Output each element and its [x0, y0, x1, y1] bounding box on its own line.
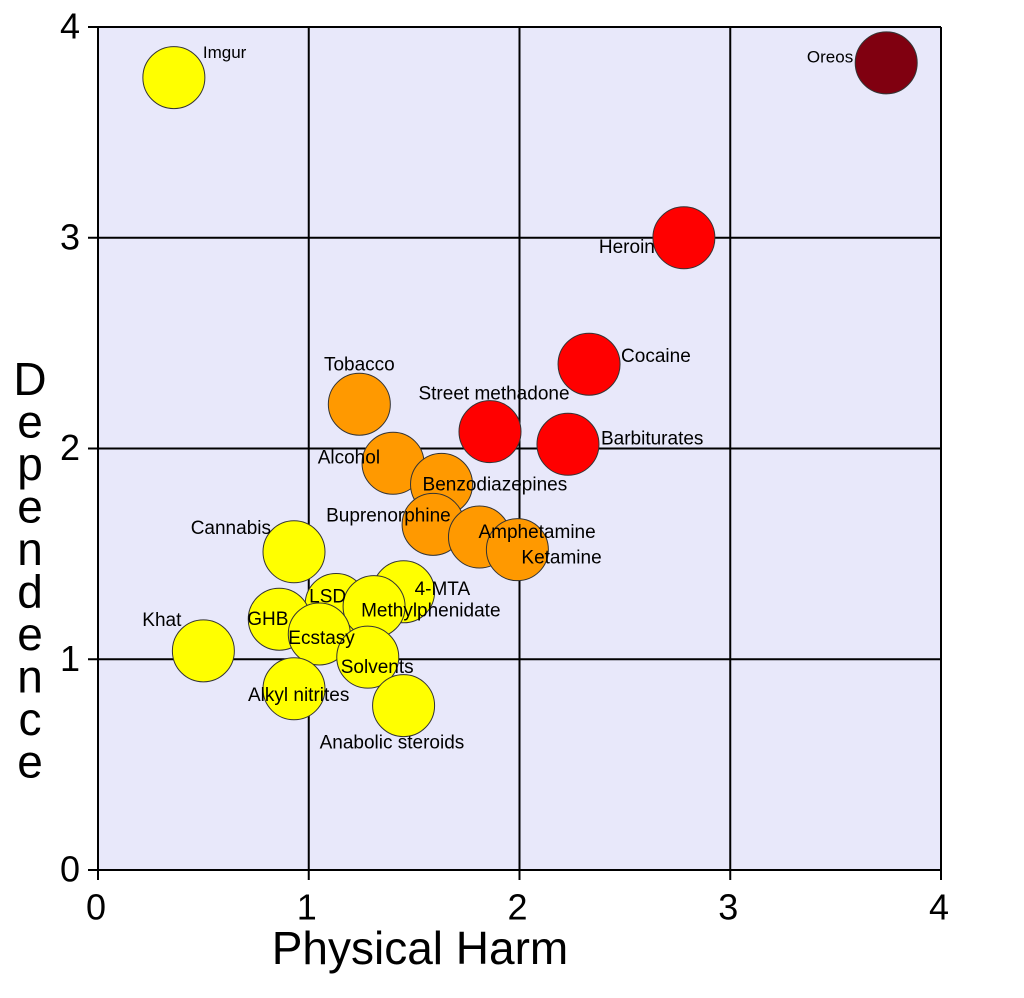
point [262, 520, 326, 584]
point-label: Cocaine [621, 346, 691, 367]
point-label: Imgur [203, 43, 247, 62]
x-tick-label: 1 [297, 887, 317, 928]
point [142, 46, 206, 110]
point [557, 332, 621, 396]
y-tick-label: 0 [60, 849, 80, 890]
point-label: Oreos [807, 47, 853, 66]
x-tick-label: 4 [929, 887, 949, 928]
point [372, 674, 436, 738]
y-tick-label: 1 [60, 638, 80, 679]
point-label: Barbiturates [601, 428, 703, 449]
y-tick-label: 4 [60, 6, 80, 47]
point-label: Heroin [599, 237, 655, 258]
point-label: Khat [142, 610, 182, 631]
point-label: 4-MTA [415, 579, 471, 600]
point [536, 412, 600, 476]
point-label: Ketamine [521, 548, 601, 569]
point-label: Solvents [341, 657, 414, 678]
point [262, 657, 326, 721]
point-label: Amphetamine [478, 522, 595, 543]
point-label: Cannabis [191, 518, 271, 539]
point-label: Buprenorphine [326, 505, 451, 526]
point-label: Tobacco [324, 354, 395, 375]
point-label: GHB [247, 609, 288, 630]
point [171, 619, 235, 683]
point [854, 31, 918, 95]
x-axis-label: Physical Harm [272, 922, 569, 974]
point [336, 625, 400, 689]
point-label: Anabolic steroids [320, 733, 465, 754]
point [458, 400, 522, 464]
point-label: LSD [309, 586, 346, 607]
x-tick-label: 2 [507, 887, 527, 928]
point-label: Alkyl nitrites [248, 685, 349, 706]
point [327, 372, 391, 436]
point-label: Benzodiazepines [423, 474, 568, 495]
point [485, 518, 549, 582]
y-tick-label: 3 [60, 216, 80, 257]
point-label: Methylphenidate [361, 601, 500, 622]
point-label: Street methadone [418, 384, 569, 405]
point-label: Alcohol [318, 447, 380, 468]
x-tick-label: 3 [718, 887, 738, 928]
point-label: Ecstasy [288, 628, 355, 649]
x-tick-label: 0 [86, 887, 106, 928]
y-tick-label: 2 [60, 427, 80, 468]
point [652, 206, 716, 270]
